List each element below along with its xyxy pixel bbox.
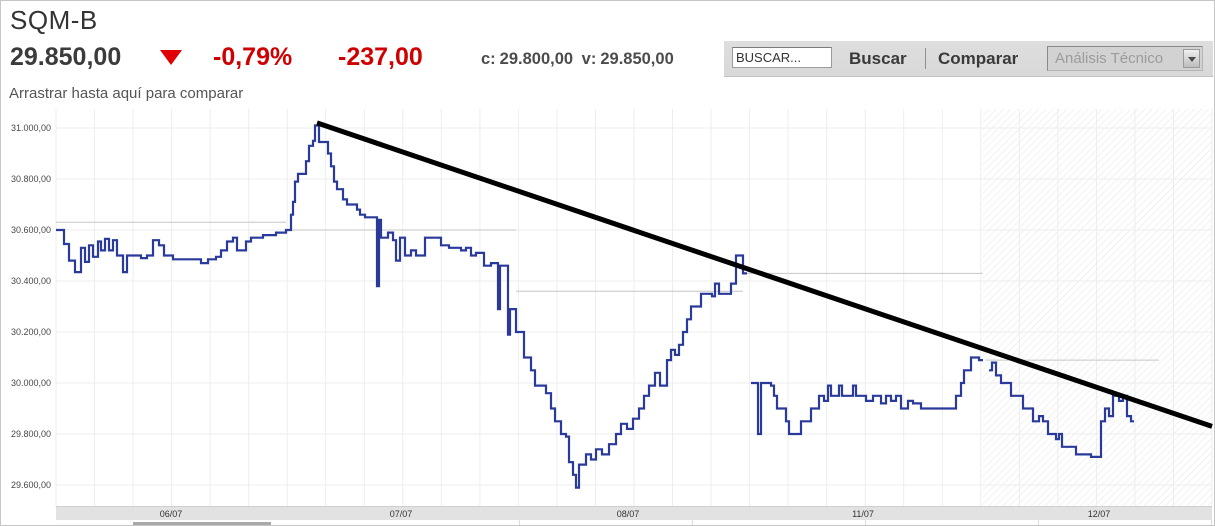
search-button[interactable]: Buscar <box>849 47 907 71</box>
page-title-symbol: SQM-B <box>10 5 98 35</box>
y-axis-tick-label: 30.400,00 <box>10 276 51 286</box>
price-series-line <box>751 356 983 436</box>
x-axis-tick-label: 07/07 <box>389 509 413 519</box>
x-axis-tick-label: 11/07 <box>852 509 874 519</box>
y-axis-tick-label: 30.600,00 <box>10 225 51 235</box>
y-axis-tick-label: 29.800,00 <box>10 429 51 439</box>
x-axis-band: 06/07 07/07 08/07 11/07 12/07 <box>56 506 1212 520</box>
last-price: 29.850,00 <box>10 43 122 71</box>
search-input[interactable] <box>732 47 832 68</box>
dropdown-arrow-button[interactable] <box>1183 49 1200 68</box>
change-absolute: -237,00 <box>338 43 423 71</box>
bid-value: 29.800,00 <box>499 50 574 68</box>
toolbar-divider <box>925 48 926 69</box>
technical-analysis-select-value: Análisis Técnico <box>1055 50 1164 67</box>
chart-scrollbar[interactable] <box>56 520 1212 525</box>
y-axis-tick-label: 30.800,00 <box>10 174 51 184</box>
y-axis-tick-label: 30.200,00 <box>10 327 51 337</box>
bid-ask-group: c: 29.800,00 v: 29.850,00 <box>481 50 678 69</box>
ask-label: v: <box>581 50 597 68</box>
change-percent: -0,79% <box>213 43 293 71</box>
technical-analysis-select[interactable]: Análisis Técnico <box>1047 46 1203 71</box>
scrollbar-thumb[interactable] <box>133 522 271 525</box>
scrollbar-tick <box>1038 520 1039 525</box>
scrollbar-tick <box>692 520 693 525</box>
chevron-down-icon <box>1188 57 1196 62</box>
x-axis-tick-label: 12/07 <box>1087 509 1111 519</box>
price-series-line <box>989 361 1134 458</box>
drag-compare-hint: Arrastrar hasta aquí para comparar <box>9 85 244 102</box>
y-axis-tick-label: 30.000,00 <box>10 378 51 388</box>
untraded-region <box>983 109 1212 506</box>
price-down-triangle-icon <box>160 50 182 65</box>
ask-value: 29.850,00 <box>600 50 674 68</box>
toolbar: Buscar Comparar Análisis Técnico <box>724 41 1213 77</box>
compare-button[interactable]: Comparar <box>938 47 1018 71</box>
scrollbar-tick <box>865 520 866 525</box>
scrollbar-tick <box>519 520 520 525</box>
x-axis-tick-label: 08/07 <box>616 509 640 519</box>
scrollbar-tick <box>1211 520 1212 525</box>
x-axis-tick-label: 06/07 <box>159 509 183 519</box>
y-axis-tick-label: 29.600,00 <box>10 480 51 490</box>
y-axis-tick-label: 31.000,00 <box>10 123 51 133</box>
bid-label: c: <box>481 50 496 68</box>
trend-line <box>316 120 1213 429</box>
price-series-line <box>56 124 747 489</box>
